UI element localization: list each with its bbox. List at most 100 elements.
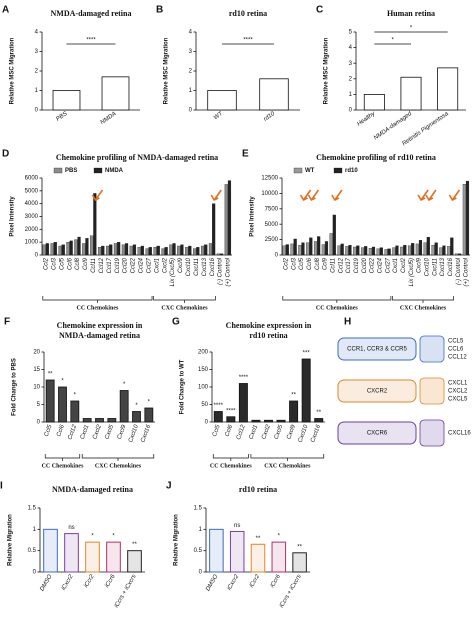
x-tick-label: Ccl5 [59, 257, 65, 270]
x-tick-label: Ccl17 [107, 257, 113, 273]
y-tick-label: 3 [189, 49, 193, 55]
y-tick-label: 5000 [25, 188, 39, 194]
x-tick-label: Ccl6 [67, 257, 73, 270]
ligand-label: CXCL2 [448, 389, 468, 395]
comparison-label: **** [243, 38, 253, 44]
y-tick-label: 0 [33, 570, 37, 576]
ligand-label: CCL5 [448, 339, 464, 345]
arrow [425, 189, 437, 202]
bar [137, 247, 141, 256]
group-bracket [282, 296, 392, 303]
bar [106, 541, 121, 573]
receptor-label: CCR1, CCR3 & CCR5 [347, 347, 407, 353]
y-tick-label: 10 [33, 385, 40, 391]
x-tick-label: Ccl5 [299, 257, 305, 270]
y-tick-label: 12500 [261, 176, 278, 182]
bar [395, 245, 399, 256]
bar [227, 180, 232, 256]
significance-label: * [123, 382, 126, 388]
bar [61, 244, 65, 256]
y-tick-label: 6000 [25, 176, 39, 182]
x-tick-label: Cxcl16 [210, 257, 216, 276]
x-tick-label: rd10 [263, 111, 277, 123]
bar [177, 245, 181, 256]
y-tick-label: 15 [33, 367, 40, 373]
x-tick-label: iCxcr2 [61, 573, 75, 591]
y-tick-label: 1 [35, 88, 39, 94]
x-tick-label: Ccl20 [362, 257, 368, 273]
bar [85, 541, 100, 573]
group-label: CC Chemokines [210, 463, 253, 469]
y-tick-label: 7500 [265, 206, 279, 212]
x-tick-label: Ccl24 [139, 257, 145, 273]
y-tick-label: 0 [349, 108, 353, 114]
x-tick-label: iCcr6 [270, 573, 283, 589]
bar [132, 411, 141, 423]
bar [400, 76, 422, 111]
bar [156, 245, 160, 256]
x-tick-label: Ccl3 [51, 257, 57, 270]
x-tick-label: Cxcl2 [261, 424, 272, 441]
bar [407, 245, 412, 256]
group-label: CXC Chemokines [95, 463, 142, 469]
bar [332, 214, 336, 256]
y-axis-label: Relative MSC Migration [10, 37, 16, 104]
bar [353, 246, 357, 256]
bar [109, 244, 113, 256]
bar [207, 90, 237, 111]
bar [124, 243, 129, 256]
x-tick-label: Cxcl1 [393, 258, 399, 273]
ligand-label: CXCL5 [448, 397, 468, 403]
bar [105, 245, 110, 256]
bar [196, 247, 200, 256]
panel-letter: H [344, 317, 351, 328]
comparison-label: **** [86, 38, 96, 44]
y-tick-label: 3 [35, 49, 39, 55]
x-tick-label: Lix (Cxcl5) [170, 258, 176, 286]
arrow [417, 189, 429, 202]
bar [101, 76, 130, 111]
bar [458, 253, 462, 256]
receptor [337, 421, 417, 445]
bar [376, 248, 380, 256]
x-tick-label: iCcrs + iCxcrs [279, 574, 303, 609]
y-tick-label: 2500 [265, 237, 279, 243]
bar [423, 242, 427, 256]
bar [144, 407, 154, 423]
chart-title: rd10 retina [239, 485, 277, 494]
y-tick-label: 5 [37, 402, 41, 408]
significance-label: ** [291, 393, 296, 399]
y-tick-label: 150 [198, 367, 209, 373]
bar [127, 550, 142, 573]
chart-title: rd10 retina [229, 9, 267, 18]
x-tick-label: Cxcl2 [162, 257, 168, 273]
significance-label: ** [48, 372, 53, 378]
x-tick-label: Cxcl5 [274, 424, 285, 441]
x-tick-label: NMDA [100, 111, 118, 126]
y-tick-label: 0 [35, 253, 39, 259]
y-axis-label: Fold Change to PBS [12, 358, 18, 416]
bar [285, 244, 289, 256]
bar [289, 400, 299, 423]
bar [42, 244, 46, 256]
group-bracket [212, 454, 249, 461]
bar [439, 247, 443, 256]
x-tick-label: Cxcl1 [249, 424, 260, 440]
panel-letter: F [4, 317, 10, 328]
x-tick-label: iCcrs + iCxcrs [114, 574, 138, 609]
legend-swatch [333, 167, 343, 174]
bar [180, 244, 184, 256]
bar [293, 238, 297, 256]
bar [82, 418, 92, 423]
bar [290, 243, 294, 256]
y-tick-label: 2 [35, 69, 39, 75]
y-tick-label: 1 [349, 92, 353, 98]
y-axis-label: Fold Change to WT [180, 359, 186, 414]
bar [250, 543, 266, 573]
bar [58, 386, 67, 423]
bar [193, 248, 197, 256]
bar [226, 416, 236, 423]
bar [450, 237, 454, 256]
bar [301, 242, 305, 256]
